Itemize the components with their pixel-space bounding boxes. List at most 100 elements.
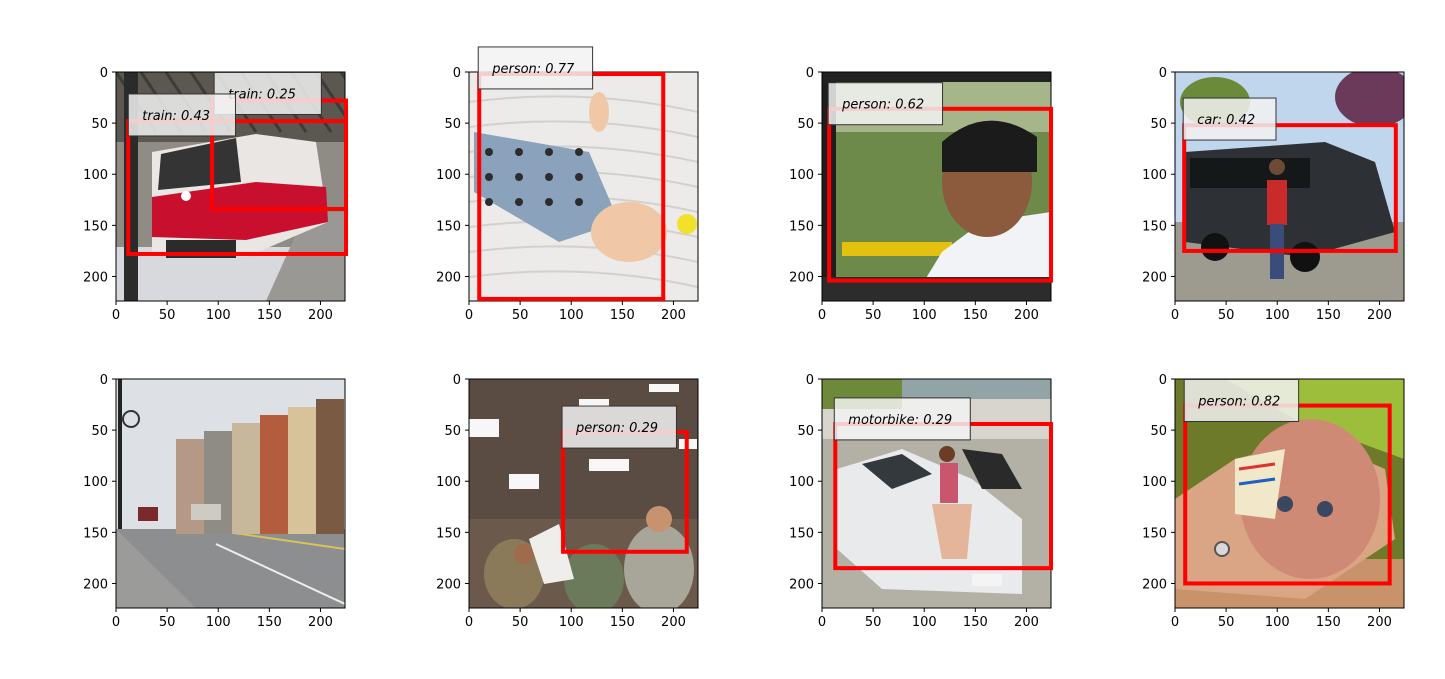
y-tick-label: 100 (1142, 168, 1167, 183)
x-tick-label: 150 (257, 615, 282, 630)
y-tick-label: 200 (436, 270, 461, 285)
subplot-p5: 0 50 100 150 200 0 50 100 150 200 (83, 373, 346, 630)
y-tick-label: 100 (83, 475, 108, 490)
y-tick-label: 200 (83, 577, 108, 592)
subplot-p2: 0 50 100 150 200 0 50 100 150 200 person: 0.77 (436, 46, 699, 323)
detection-box (126, 119, 349, 256)
x-tick-label: 0 (1171, 308, 1179, 323)
x-tick-label: 0 (1171, 615, 1179, 630)
x-tick-label: 200 (1367, 615, 1392, 630)
x-tick-label: 100 (206, 308, 231, 323)
subplot-p6: 0 50 100 150 200 0 50 100 150 200 person: 0.29 (436, 373, 699, 630)
x-tick-label: 50 (512, 308, 529, 323)
y-tick-label: 150 (83, 526, 108, 541)
y-tick-label: 50 (1150, 117, 1167, 132)
y-tick-label: 50 (91, 117, 108, 132)
x-tick-label: 100 (1265, 308, 1290, 323)
y-tick-label: 50 (1150, 424, 1167, 439)
y-tick-label: 100 (83, 168, 108, 183)
x-tick-label: 150 (1316, 308, 1341, 323)
x-tick-label: 50 (159, 308, 176, 323)
detection-label: person: 0.62 (841, 98, 924, 113)
detection-label-box (833, 397, 971, 441)
x-tick-label: 150 (610, 615, 635, 630)
subplot-p3: 0 50 100 150 200 0 50 100 150 200 person: 0.62 (789, 66, 1053, 323)
y-tick-label: 200 (789, 577, 814, 592)
y-tick-label: 150 (789, 526, 814, 541)
detection-label: train: 0.43 (142, 109, 210, 124)
x-tick-label: 200 (308, 615, 333, 630)
y-tick-label: 100 (436, 475, 461, 490)
y-tick-label: 0 (1159, 373, 1167, 388)
x-tick-label: 200 (1014, 615, 1039, 630)
axes-frame (1174, 71, 1405, 302)
y-tick-label: 150 (789, 219, 814, 234)
x-tick-label: 50 (1218, 308, 1235, 323)
x-tick-label: 150 (610, 308, 635, 323)
x-tick-label: 0 (112, 308, 120, 323)
x-tick-label: 200 (1367, 308, 1392, 323)
x-tick-label: 200 (661, 615, 686, 630)
detection-label: person: 0.82 (1197, 394, 1280, 409)
y-tick-label: 100 (789, 168, 814, 183)
x-tick-label: 150 (1316, 615, 1341, 630)
x-tick-label: 100 (559, 615, 584, 630)
scene-image (469, 72, 698, 301)
scene-image (469, 379, 698, 608)
subplot-p1: 0 50 100 150 200 0 50 100 150 200 train: 0.25 train… (83, 66, 349, 323)
y-tick-label: 150 (436, 526, 461, 541)
y-tick-label: 50 (797, 117, 814, 132)
y-tick-label: 100 (436, 168, 461, 183)
x-tick-label: 50 (1218, 615, 1235, 630)
x-tick-label: 100 (912, 615, 937, 630)
y-tick-label: 150 (1142, 219, 1167, 234)
y-tick-label: 200 (1142, 577, 1167, 592)
subplot-p8: 0 50 100 150 200 0 50 100 150 200 person: 0.82 (1142, 373, 1405, 630)
axes-frame (115, 378, 346, 609)
x-tick-label: 0 (818, 308, 826, 323)
x-tick-label: 150 (963, 308, 988, 323)
x-tick-label: 100 (912, 308, 937, 323)
y-tick-label: 0 (1159, 66, 1167, 81)
detection-label-box (827, 82, 944, 126)
x-tick-label: 200 (308, 308, 333, 323)
x-tick-label: 0 (818, 615, 826, 630)
y-tick-label: 200 (83, 270, 108, 285)
detection-label-box (1182, 97, 1277, 141)
detection-label: car: 0.42 (1197, 113, 1255, 128)
x-tick-label: 50 (512, 615, 529, 630)
y-tick-label: 150 (83, 219, 108, 234)
scene-image (116, 379, 345, 608)
y-tick-label: 200 (1142, 270, 1167, 285)
y-tick-label: 50 (797, 424, 814, 439)
y-tick-label: 0 (100, 66, 108, 81)
detection-label: person: 0.29 (575, 421, 658, 436)
detection-label-box (1183, 378, 1300, 422)
y-tick-label: 100 (789, 475, 814, 490)
detection-label: person: 0.77 (491, 62, 575, 77)
x-tick-label: 0 (112, 615, 120, 630)
y-tick-label: 50 (444, 117, 461, 132)
y-tick-label: 150 (1142, 526, 1167, 541)
detection-box (1182, 123, 1398, 253)
y-tick-label: 0 (100, 373, 108, 388)
x-tick-label: 200 (1014, 308, 1039, 323)
x-tick-label: 0 (465, 308, 473, 323)
axes-frame (468, 378, 699, 609)
detection-label: motorbike: 0.29 (848, 413, 952, 428)
x-tick-label: 150 (257, 308, 282, 323)
y-tick-label: 0 (453, 66, 461, 81)
x-tick-label: 150 (963, 615, 988, 630)
detection-label-box (127, 93, 236, 137)
y-tick-label: 0 (453, 373, 461, 388)
x-tick-label: 0 (465, 615, 473, 630)
y-tick-label: 200 (436, 577, 461, 592)
y-tick-label: 200 (789, 270, 814, 285)
x-tick-label: 50 (865, 308, 882, 323)
x-tick-label: 100 (1265, 615, 1290, 630)
x-tick-label: 50 (865, 615, 882, 630)
x-tick-label: 100 (559, 308, 584, 323)
y-tick-label: 150 (436, 219, 461, 234)
x-tick-label: 100 (206, 615, 231, 630)
